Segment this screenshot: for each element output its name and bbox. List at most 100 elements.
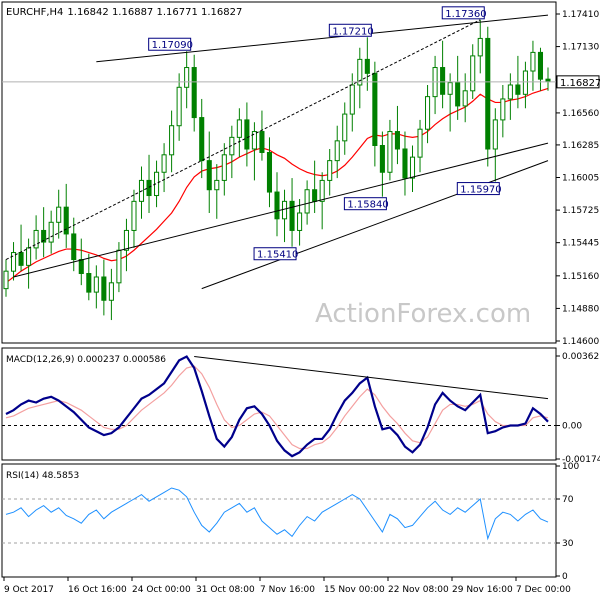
watermark: ActionForex.com [315,299,531,329]
rsi-chart: 100 70 30 0 [2,462,579,582]
candle-body [123,229,129,251]
candle-body [281,200,288,220]
candle-body [244,119,250,150]
price-panel-frame [1,1,557,344]
candle-body [402,148,408,179]
candle-body [327,160,333,181]
candle-body [312,189,318,202]
candle-body [221,154,227,181]
candle-body [93,276,99,293]
candle-body [537,51,544,80]
candle-body [342,113,348,142]
price-annotations: 1.17090 1.17210 1.17360 1.15840 1.15970 1.154… [148,6,502,261]
macd-panel-frame [1,347,557,461]
candle-body [131,200,137,231]
candle-body [394,131,400,150]
candle-body [259,131,265,153]
annotation-label: 1.17090 [152,40,193,51]
current-price-marker: 1.16827 [2,75,600,89]
time-tick-label: 15 Nov 00:00 [324,585,385,595]
candle-body [515,84,521,95]
annotation-label: 1.17210 [332,26,373,37]
candle-body [417,128,423,158]
candle-body [440,67,446,95]
price-tick-label: 1.17130 [562,43,599,53]
candle-body [470,55,476,92]
time-tick-label: 24 Oct 00:00 [132,585,191,595]
time-tick-label: 9 Oct 2017 [4,585,54,595]
annotation-box [253,247,297,261]
price-tick-label: 1.14880 [562,304,599,314]
candle-body [409,156,416,179]
candle-body [289,200,295,231]
candle-body [274,191,280,220]
candle-body [48,221,54,243]
candle-body [492,119,498,150]
candle-body [214,179,220,191]
time-tick-label: 16 Oct 16:00 [68,585,127,595]
candle-body [10,252,17,272]
trendline [201,160,549,290]
candle-body [251,131,257,150]
price-tick-label: 1.14600 [562,337,599,347]
candle-body [387,131,393,173]
candle-body [18,252,24,266]
candle-body [86,273,92,293]
time-axis: 9 Oct 2017 16 Oct 16:00 24 Oct 00:00 31 Oct… [3,577,571,595]
annotation-label: 1.15970 [460,185,501,196]
candle-body [206,160,212,191]
macd-line [5,355,549,458]
candle-body [41,229,47,243]
ohlc-label: 1.16842 1.16887 1.16771 1.16827 [67,7,242,18]
candle-body [372,72,378,146]
candle-body [447,82,453,95]
annotation-label: 1.17360 [445,9,486,20]
candle-body [334,140,340,162]
candle-body [507,84,513,100]
candle-body [3,270,9,290]
rsi-tick-label: 100 [562,462,579,472]
candle-body [33,229,39,249]
candle-body [146,179,152,197]
candle-body [63,206,69,235]
price-tick-label: 1.15725 [562,206,599,216]
annotation-box [148,37,192,51]
candle-body [191,67,197,119]
annotation-box [343,197,387,211]
price-header: EURCHF,H4 1.16842 1.16887 1.16771 1.16827 [6,7,242,18]
candle-body [199,117,205,162]
candle-body [71,233,77,261]
candle-body [545,78,551,82]
macd-tick-label: 0.003627 [562,352,600,362]
candle-body [379,144,385,173]
candle-body [236,119,242,138]
candle-body [169,125,175,156]
trendline [13,142,549,278]
candle-body [455,82,461,107]
candle-body [485,37,491,150]
candle-body [108,282,114,301]
candle-body [425,96,431,130]
price-tick-label: 1.15160 [562,272,599,282]
candle-body [364,58,370,74]
time-tick-label: 7 Dec 00:00 [516,585,571,595]
trendlines [5,14,549,290]
macd-tick-label: 0.00 [562,422,582,432]
annotation-box [441,6,485,20]
trendline [5,19,481,260]
price-tick-label: 1.16285 [562,141,599,151]
price-tick-label: 1.15445 [562,239,599,249]
macd-tick-label: -0.001748 [562,455,600,465]
macd-signal-line [5,365,549,450]
macd-trendline [194,356,549,400]
candle-body [176,86,182,127]
candle-body [530,51,536,72]
rsi-header: RSI(14) 48.5853 [6,471,79,481]
macd-chart: 0.003627 0.00 -0.001748 [2,352,600,465]
candle-body [304,189,310,214]
candle-body [319,179,325,202]
candle-body [462,90,468,107]
